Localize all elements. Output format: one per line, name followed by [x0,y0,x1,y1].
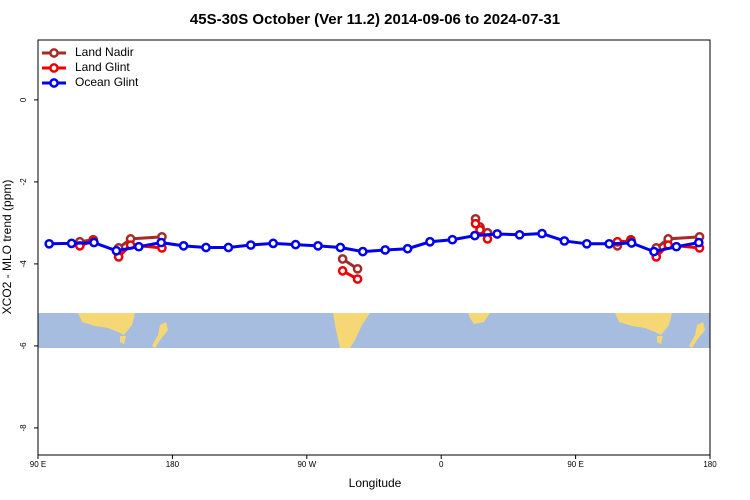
point [649,246,659,257]
point [156,237,167,248]
point [290,239,301,250]
point [66,238,77,249]
legend-label: Land Nadir [75,45,134,59]
point [337,266,348,276]
point [89,237,99,248]
y-axis-label: XCO2 - MLO trend (ppm) [0,180,14,315]
point [559,236,570,246]
y-tick-label: -8 [19,424,28,432]
point [111,245,122,256]
y-tick-label: 0 [19,97,28,102]
point [626,238,637,248]
point [492,229,503,239]
point [482,234,493,244]
point [425,236,435,247]
point [313,241,323,251]
y-tick-label: -6 [19,342,28,350]
x-axis-label: Longitude [349,476,402,490]
point [475,225,485,235]
point [133,241,144,252]
x-tick-label: 180 [703,460,717,469]
point [335,242,346,253]
legend-marker [49,48,59,58]
y-tick-label: -4 [19,260,28,268]
legend-marker [49,63,59,73]
series-line [49,232,700,254]
legend-label: Land Glint [75,60,130,74]
point [352,274,363,284]
legend-marker [49,78,59,88]
x-tick-label: 0 [439,460,444,469]
point [604,238,615,249]
point [514,229,525,240]
chart-title: 45S-30S October (Ver 11.2) 2014-09-06 to… [190,11,560,28]
point [357,246,368,257]
point [201,242,211,253]
point [268,238,279,249]
point [537,228,547,239]
y-tick-label: -2 [19,178,28,186]
legend-label: Ocean Glint [75,75,139,89]
x-tick-label: 90 E [567,460,583,469]
point [178,241,189,251]
point [469,230,480,241]
point [447,234,458,245]
x-tick-label: 90 E [30,460,46,469]
plot-frame [37,39,711,456]
point [671,241,682,252]
x-tick-label: 90 W [297,460,316,469]
x-tick-label: 180 [166,460,180,469]
series [44,228,704,257]
map-strip [38,313,710,348]
point [245,240,256,250]
point [470,218,481,229]
point [352,263,363,274]
point [223,242,234,253]
point [44,238,55,249]
point [581,238,592,249]
point [337,254,348,264]
point [402,243,413,254]
point [693,237,704,248]
point [380,245,391,255]
